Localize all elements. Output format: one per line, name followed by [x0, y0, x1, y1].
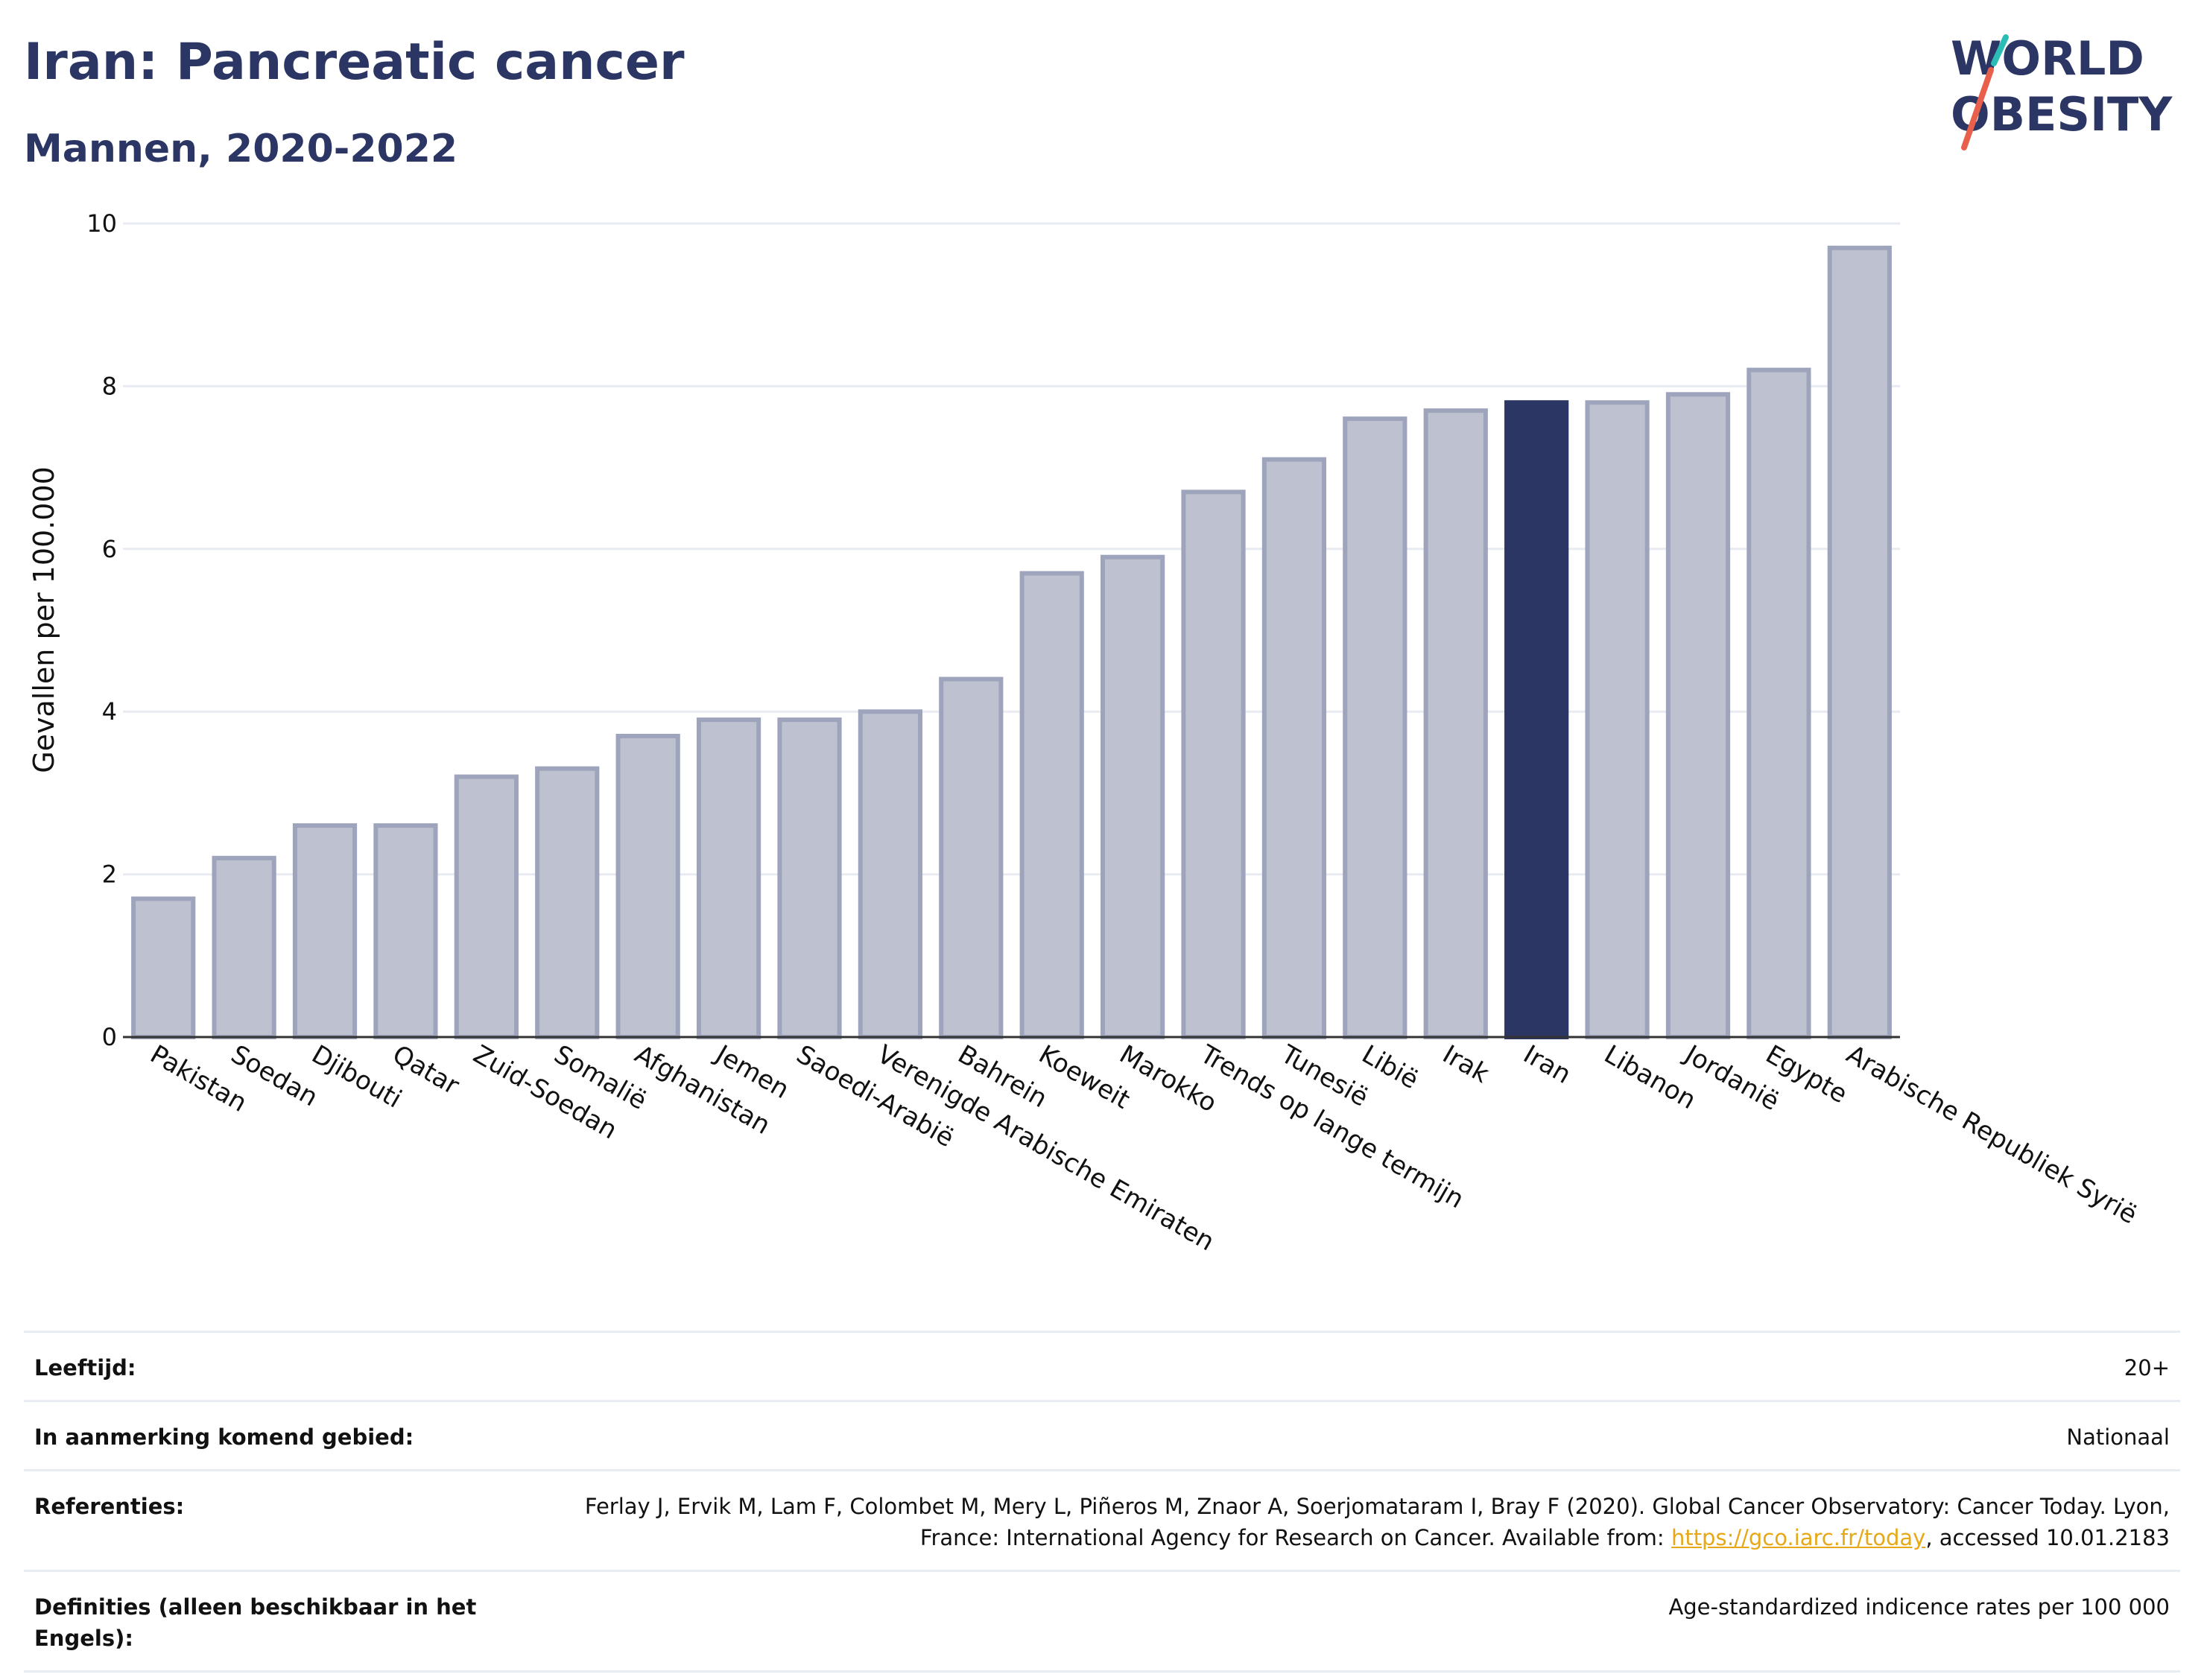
bar	[1747, 367, 1811, 1039]
bar	[373, 823, 438, 1039]
metadata-table: Leeftijd: 20+ In aanmerking komend gebie…	[24, 1331, 2180, 1673]
age-value: 20+	[2124, 1355, 2170, 1381]
logo-slash-bottom	[1961, 67, 1994, 150]
bar-highlighted	[1504, 400, 1569, 1039]
world-obesity-logo: WORLD OBESITY	[1951, 31, 2173, 150]
y-tick-label: 10	[86, 209, 117, 238]
bar	[131, 896, 196, 1039]
y-axis-ticks: 0 2 4 6 8 10	[86, 209, 117, 1051]
bar	[1423, 408, 1488, 1039]
x-tick-label: Irak	[1437, 1039, 1494, 1089]
logo-slash-top	[1991, 34, 2009, 66]
bar	[1101, 554, 1165, 1039]
bar-chart: 0 2 4 6 8 10 Gevallen per 100.000 PakistanSoe…	[28, 209, 2142, 1257]
definitions-value: Age-standardized indicence rates per 100…	[1668, 1594, 2170, 1620]
bar	[1343, 416, 1407, 1039]
meta-row-references: Referenties: Ferlay J, Ervik M, Lam F, C…	[24, 1469, 2180, 1570]
meta-row-definitions: Definities (alleen beschikbaar in het En…	[24, 1570, 2180, 1673]
bar	[1585, 400, 1650, 1039]
y-tick-label: 0	[102, 1023, 117, 1051]
meta-row-area: In aanmerking komend gebied: Nationaal	[24, 1400, 2180, 1469]
area-value: Nationaal	[2066, 1424, 2170, 1450]
references-label: Referenties:	[34, 1494, 185, 1519]
y-tick-label: 2	[102, 860, 117, 889]
x-tick-label: Arabische Republiek Syrië	[1841, 1039, 2142, 1230]
area-label: In aanmerking komend gebied:	[34, 1424, 414, 1450]
y-tick-label: 8	[102, 372, 117, 400]
bar	[535, 766, 600, 1039]
bar	[292, 823, 358, 1039]
bar	[1827, 245, 1892, 1039]
bar	[615, 733, 680, 1040]
y-tick-label: 6	[102, 535, 117, 563]
x-tick-label: Koeweit	[1033, 1039, 1135, 1115]
bar	[1019, 571, 1084, 1039]
meta-row-age: Leeftijd: 20+	[24, 1331, 2180, 1400]
y-tick-label: 4	[102, 697, 117, 726]
logo-line1: WORLD	[1951, 31, 2144, 86]
bar	[696, 717, 761, 1039]
age-label: Leeftijd:	[34, 1355, 136, 1381]
chart-title: Iran: Pancreatic cancer	[24, 33, 685, 92]
bar	[858, 709, 922, 1039]
references-text: Ferlay J, Ervik M, Lam F, Colombet M, Me…	[584, 1494, 2170, 1550]
x-tick-label: Djibouti	[307, 1039, 407, 1115]
bar	[939, 676, 1004, 1040]
bars	[131, 245, 1892, 1040]
references-value: Ferlay J, Ervik M, Lam F, Colombet M, Me…	[568, 1491, 2170, 1553]
chart-subtitle: Mannen, 2020-2022	[24, 127, 458, 171]
x-tick-label: Jordanië	[1679, 1039, 1785, 1117]
logo-line2: OBESITY	[1951, 87, 2173, 142]
x-tick-label: Libanon	[1599, 1039, 1701, 1115]
bar	[1665, 392, 1731, 1039]
references-accessed: , accessed 10.01.2183	[1925, 1525, 2170, 1550]
references-link[interactable]: https://gco.iarc.fr/today	[1671, 1525, 1926, 1550]
definitions-label: Definities (alleen beschikbaar in het En…	[34, 1594, 477, 1651]
bar	[212, 855, 276, 1040]
y-axis-label: Gevallen per 100.000	[28, 466, 60, 773]
bar	[1181, 489, 1246, 1039]
bar	[454, 774, 519, 1040]
bar	[777, 717, 842, 1039]
bar	[1261, 457, 1327, 1039]
x-tick-label: Iran	[1519, 1039, 1576, 1090]
